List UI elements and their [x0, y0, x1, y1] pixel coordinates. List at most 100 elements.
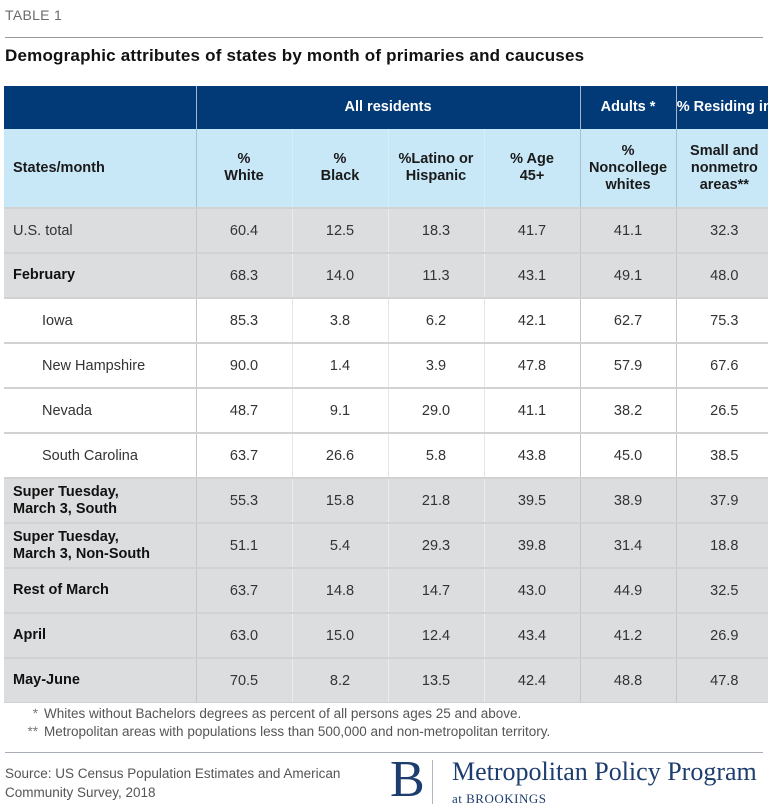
footnote: ** Metropolitan areas with populations le… [18, 723, 550, 741]
cell-value: 15.8 [291, 477, 388, 523]
cell-value: 26.9 [675, 612, 768, 658]
cell-value: 43.4 [483, 612, 581, 658]
cell-value: 39.5 [483, 477, 581, 523]
cell-value: 41.1 [483, 387, 581, 433]
cell-value: 57.9 [579, 342, 677, 388]
footnote-text: Whites without Bachelors degrees as perc… [44, 706, 522, 721]
logo-program-name: Metropolitan Policy Program [452, 757, 757, 786]
cell-value: 21.8 [387, 477, 484, 523]
cell-value: 32.3 [675, 207, 768, 253]
table-row: Super Tuesday, March 3, Non-South 51.1 5.4… [4, 522, 768, 568]
demographics-table: All residents Adults * % Residing in Sta… [4, 86, 768, 703]
row-label: February [4, 252, 196, 298]
column-header-white: % White [195, 129, 292, 208]
cell-value: 32.5 [675, 567, 768, 613]
cell-value: 42.1 [483, 297, 581, 343]
cell-value: 48.7 [195, 387, 292, 433]
cell-value: 47.8 [483, 342, 581, 388]
cell-value: 62.7 [579, 297, 677, 343]
cell-value: 68.3 [195, 252, 292, 298]
group-header-residing: % Residing in [675, 86, 768, 129]
bottom-divider [5, 752, 763, 753]
cell-value: 42.4 [483, 657, 581, 703]
row-label: New Hampshire [4, 342, 196, 388]
cell-value: 29.0 [387, 387, 484, 433]
column-header-row: States/month % White % Black %Latino or … [4, 129, 768, 208]
group-header-empty [4, 86, 196, 129]
cell-value: 9.1 [291, 387, 388, 433]
cell-value: 43.8 [483, 432, 581, 478]
table-row: February 68.3 14.0 11.3 43.1 49.1 48.0 [4, 252, 768, 298]
logo-subtitle: at BROOKINGS [452, 791, 547, 806]
cell-value: 75.3 [675, 297, 768, 343]
table-row: April 63.0 15.0 12.4 43.4 41.2 26.9 [4, 612, 768, 658]
logo-separator [432, 760, 433, 804]
cell-value: 63.0 [195, 612, 292, 658]
cell-value: 14.0 [291, 252, 388, 298]
row-label: Nevada [4, 387, 196, 433]
column-header-latino: %Latino or Hispanic [387, 129, 484, 208]
cell-value: 29.3 [387, 522, 484, 568]
cell-value: 1.4 [291, 342, 388, 388]
cell-value: 67.6 [675, 342, 768, 388]
table-row: Super Tuesday, March 3, South 55.3 15.8 21.… [4, 477, 768, 523]
table-row: Rest of March 63.7 14.8 14.7 43.0 44.9 32.5 [4, 567, 768, 613]
cell-value: 5.4 [291, 522, 388, 568]
cell-value: 85.3 [195, 297, 292, 343]
row-label: May-June [4, 657, 196, 703]
cell-value: 14.7 [387, 567, 484, 613]
cell-value: 48.8 [579, 657, 677, 703]
cell-value: 37.9 [675, 477, 768, 523]
cell-value: 15.0 [291, 612, 388, 658]
cell-value: 60.4 [195, 207, 292, 253]
cell-value: 18.8 [675, 522, 768, 568]
cell-value: 70.5 [195, 657, 292, 703]
table-row: New Hampshire 90.0 1.4 3.9 47.8 57.9 67.6 [4, 342, 768, 388]
cell-value: 55.3 [195, 477, 292, 523]
table-title: Demographic attributes of states by mont… [5, 46, 585, 65]
cell-value: 39.8 [483, 522, 581, 568]
cell-value: 43.1 [483, 252, 581, 298]
cell-value: 45.0 [579, 432, 677, 478]
table-row: Iowa 85.3 3.8 6.2 42.1 62.7 75.3 [4, 297, 768, 343]
cell-value: 51.1 [195, 522, 292, 568]
cell-value: 38.5 [675, 432, 768, 478]
footnote-mark: * [32, 706, 38, 721]
row-label: Rest of March [4, 567, 196, 613]
column-header-noncollege: % Noncollege whites [579, 129, 677, 208]
row-label: Super Tuesday, March 3, Non-South [4, 522, 196, 568]
cell-value: 5.8 [387, 432, 484, 478]
cell-value: 47.8 [675, 657, 768, 703]
cell-value: 44.9 [579, 567, 677, 613]
table-row: Nevada 48.7 9.1 29.0 41.1 38.2 26.5 [4, 387, 768, 433]
cell-value: 12.4 [387, 612, 484, 658]
footnotes: * Whites without Bachelors degrees as per… [18, 705, 550, 741]
table-row: U.S. total 60.4 12.5 18.3 41.7 41.1 32.3 [4, 207, 768, 253]
group-header-row: All residents Adults * % Residing in [4, 86, 768, 129]
row-label: South Carolina [4, 432, 196, 478]
cell-value: 41.2 [579, 612, 677, 658]
cell-value: 38.9 [579, 477, 677, 523]
cell-value: 90.0 [195, 342, 292, 388]
cell-value: 26.6 [291, 432, 388, 478]
cell-value: 38.2 [579, 387, 677, 433]
cell-value: 63.7 [195, 567, 292, 613]
row-label: Super Tuesday, March 3, South [4, 477, 196, 523]
column-header-nonmetro: Small and nonmetro areas** [675, 129, 768, 208]
top-divider [5, 37, 763, 38]
brookings-b-logo-icon: B [390, 751, 425, 808]
column-header-black: % Black [291, 129, 388, 208]
cell-value: 14.8 [291, 567, 388, 613]
cell-value: 18.3 [387, 207, 484, 253]
footnote-mark: ** [27, 724, 38, 739]
table-label: TABLE 1 [5, 7, 63, 23]
row-label: April [4, 612, 196, 658]
footnote: * Whites without Bachelors degrees as per… [18, 705, 550, 723]
cell-value: 41.7 [483, 207, 581, 253]
cell-value: 3.9 [387, 342, 484, 388]
cell-value: 6.2 [387, 297, 484, 343]
group-header-all-residents: All residents [195, 86, 581, 129]
cell-value: 26.5 [675, 387, 768, 433]
cell-value: 41.1 [579, 207, 677, 253]
cell-value: 49.1 [579, 252, 677, 298]
